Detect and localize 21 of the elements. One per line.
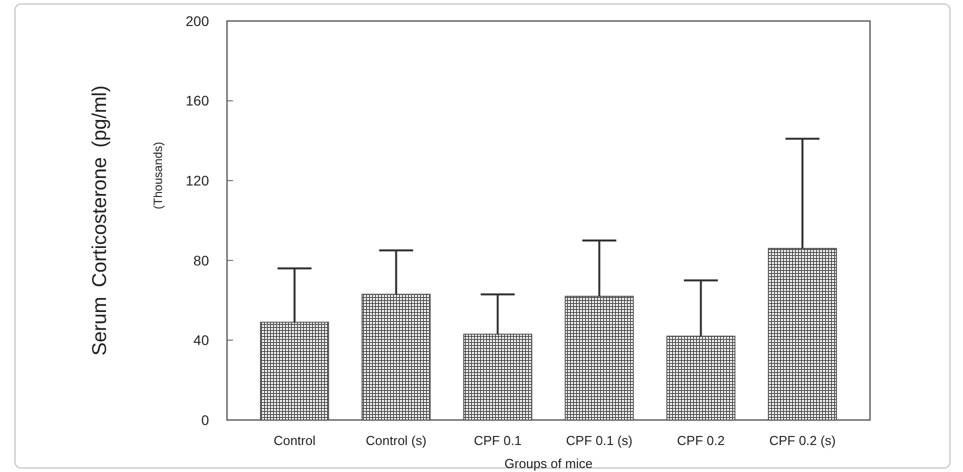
y-tick-label: 0 <box>201 412 210 428</box>
y-tick-label: 160 <box>186 92 210 109</box>
x-tick-label: Control <box>274 433 316 448</box>
x-tick-label: CPF 0.1 (s) <box>566 433 633 448</box>
x-tick-label: CPF 0.2 <box>677 433 725 448</box>
x-tick-label: CPF 0.2 (s) <box>769 433 836 448</box>
x-axis-title: Groups of mice <box>504 456 593 471</box>
text: (Thousands) <box>151 142 165 210</box>
bar <box>564 296 634 420</box>
bar <box>768 248 837 420</box>
y-tick-label: 120 <box>186 172 210 188</box>
y-tick-label: 80 <box>193 252 210 268</box>
bar <box>362 294 431 420</box>
bar <box>260 322 330 420</box>
y-tick-label: 200 <box>186 12 210 29</box>
x-tick-label: Control (s) <box>366 433 426 448</box>
y-tick-label: 40 <box>193 332 210 348</box>
bar <box>463 334 532 420</box>
x-tick-label: CPF 0.1 <box>474 433 522 448</box>
bar <box>666 336 736 420</box>
y-axis-title: Serum Corticosterone (pg/ml) <box>89 85 111 356</box>
